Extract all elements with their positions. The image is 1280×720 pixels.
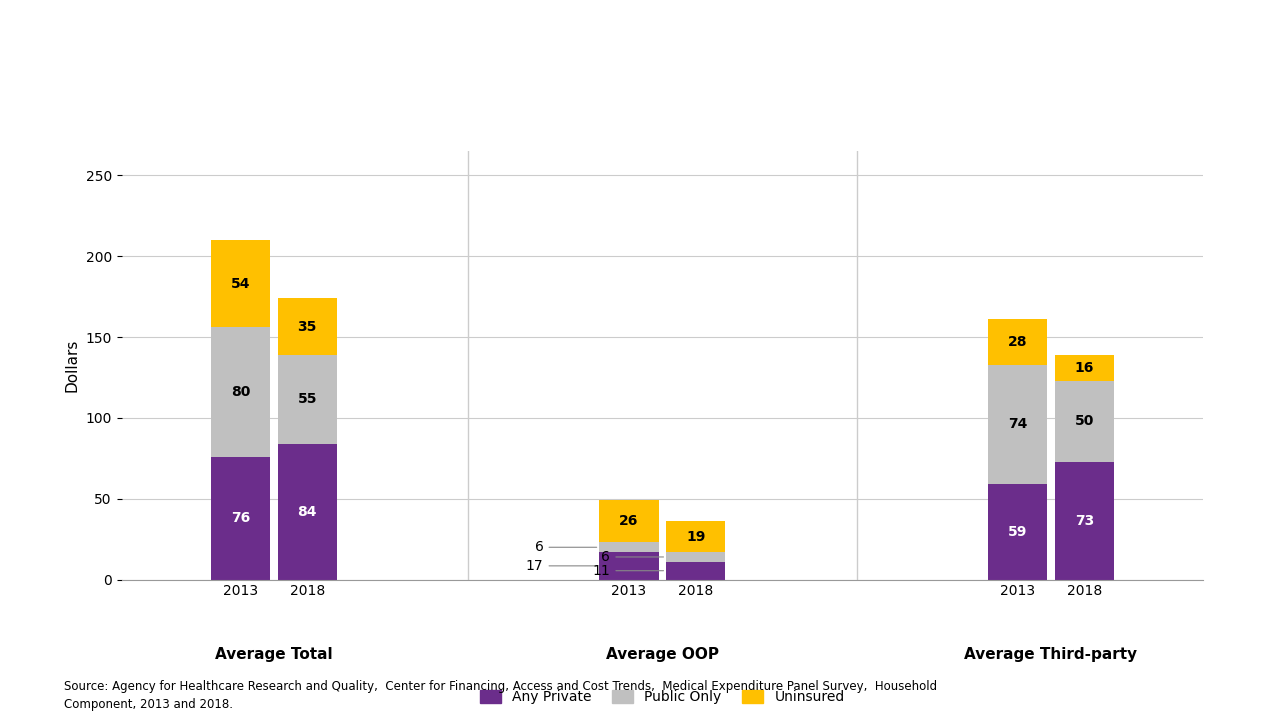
- Bar: [1055, 381, 1114, 462]
- Bar: [599, 542, 658, 552]
- Text: 50: 50: [1075, 414, 1094, 428]
- Bar: [667, 521, 726, 552]
- Bar: [278, 355, 337, 444]
- Text: antidepressants, by health insurance, 2013 & 2018: antidepressants, by health insurance, 20…: [278, 82, 797, 99]
- Text: 28: 28: [1007, 335, 1028, 349]
- Bar: [988, 485, 1047, 580]
- Text: 73: 73: [1075, 513, 1094, 528]
- Text: 80: 80: [230, 385, 250, 399]
- Text: 76: 76: [230, 511, 250, 525]
- Bar: [278, 298, 337, 355]
- Text: Average OOP: Average OOP: [605, 647, 719, 662]
- Bar: [211, 456, 270, 580]
- Legend: Any Private, Public Only, Uninsured: Any Private, Public Only, Uninsured: [475, 685, 850, 710]
- Bar: [211, 240, 270, 328]
- Text: Average Total: Average Total: [215, 647, 333, 662]
- Text: 6: 6: [602, 550, 663, 564]
- Text: 6: 6: [535, 540, 596, 554]
- Bar: [1055, 462, 1114, 580]
- Text: 54: 54: [230, 276, 250, 291]
- Bar: [211, 328, 270, 456]
- Text: 74: 74: [1007, 418, 1027, 431]
- Text: 16: 16: [1075, 361, 1094, 375]
- Text: 17: 17: [526, 559, 596, 573]
- Bar: [667, 552, 726, 562]
- Bar: [278, 444, 337, 580]
- Bar: [988, 364, 1047, 485]
- Bar: [1055, 355, 1114, 381]
- Bar: [988, 320, 1047, 364]
- Text: 35: 35: [298, 320, 317, 333]
- Text: 11: 11: [593, 564, 663, 577]
- Text: 55: 55: [297, 392, 317, 406]
- Text: 59: 59: [1007, 525, 1027, 539]
- Text: 19: 19: [686, 530, 705, 544]
- Bar: [667, 562, 726, 580]
- Text: Source: Agency for Healthcare Research and Quality,  Center for Financing, Acces: Source: Agency for Healthcare Research a…: [64, 680, 937, 711]
- Text: Figure 5. Average total, out-of-pocket, and third-party payer expense per fill f: Figure 5. Average total, out-of-pocket, …: [131, 35, 945, 53]
- Text: 84: 84: [297, 505, 317, 518]
- Y-axis label: Dollars: Dollars: [65, 338, 79, 392]
- Bar: [599, 552, 658, 580]
- Text: 26: 26: [620, 514, 639, 528]
- Text: Average Third-party: Average Third-party: [964, 647, 1138, 662]
- Bar: [599, 500, 658, 542]
- Ellipse shape: [1056, 9, 1274, 129]
